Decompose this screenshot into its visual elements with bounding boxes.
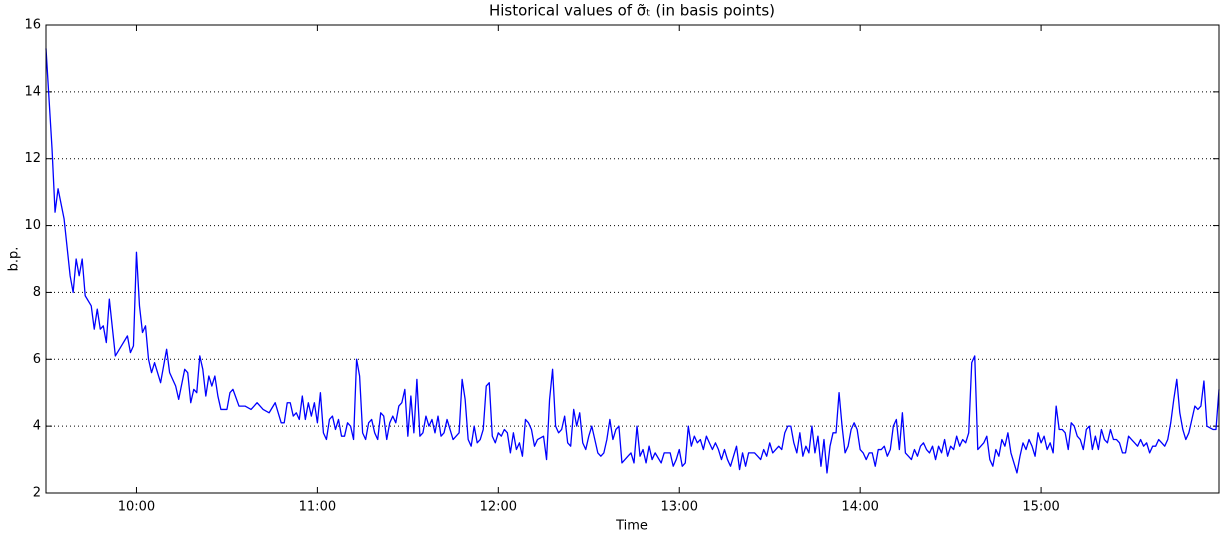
y-tick-label: 14 (24, 84, 41, 99)
y-tick-label: 8 (33, 285, 41, 300)
chart-title: Historical values of σ̃ₜ (in basis point… (489, 2, 775, 20)
x-tick-label: 10:00 (118, 500, 155, 515)
y-tick-label: 2 (33, 486, 41, 501)
x-tick-label: 11:00 (299, 500, 336, 515)
y-axis-label: b.p. (7, 247, 22, 272)
x-axis-label: Time (615, 519, 648, 534)
y-tick-label: 4 (33, 419, 41, 434)
x-tick-label: 13:00 (661, 500, 698, 515)
x-tick-label: 12:00 (480, 500, 517, 515)
y-tick-label: 6 (33, 352, 41, 367)
x-tick-label: 14:00 (841, 500, 878, 515)
x-tick-label: 15:00 (1022, 500, 1059, 515)
y-tick-label: 12 (24, 151, 41, 166)
data-line (45, 48, 1220, 474)
y-tick-label: 10 (24, 218, 41, 233)
y-tick-label: 16 (24, 18, 41, 33)
plot-frame (45, 24, 1220, 494)
